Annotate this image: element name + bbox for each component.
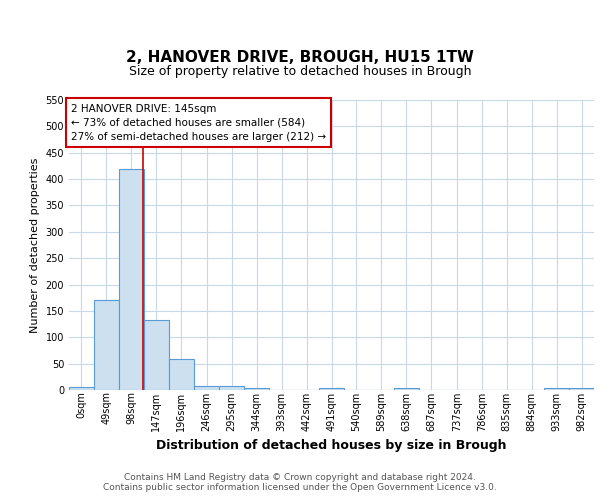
Bar	[220, 386, 244, 390]
Text: 2, HANOVER DRIVE, BROUGH, HU15 1TW: 2, HANOVER DRIVE, BROUGH, HU15 1TW	[126, 50, 474, 65]
Bar	[569, 388, 594, 390]
Text: 2 HANOVER DRIVE: 145sqm
← 73% of detached houses are smaller (584)
27% of semi-d: 2 HANOVER DRIVE: 145sqm ← 73% of detache…	[71, 104, 326, 142]
Bar	[94, 300, 119, 390]
Text: Contains HM Land Registry data © Crown copyright and database right 2024.
Contai: Contains HM Land Registry data © Crown c…	[103, 473, 497, 492]
Bar	[319, 388, 344, 390]
Bar	[119, 168, 144, 390]
Bar	[394, 388, 419, 390]
Bar	[544, 388, 569, 390]
Text: Size of property relative to detached houses in Brough: Size of property relative to detached ho…	[129, 64, 471, 78]
X-axis label: Distribution of detached houses by size in Brough: Distribution of detached houses by size …	[156, 439, 507, 452]
Bar	[194, 386, 219, 390]
Y-axis label: Number of detached properties: Number of detached properties	[30, 158, 40, 332]
Bar	[244, 388, 269, 390]
Bar	[69, 388, 94, 390]
Bar	[169, 360, 194, 390]
Bar	[144, 320, 169, 390]
